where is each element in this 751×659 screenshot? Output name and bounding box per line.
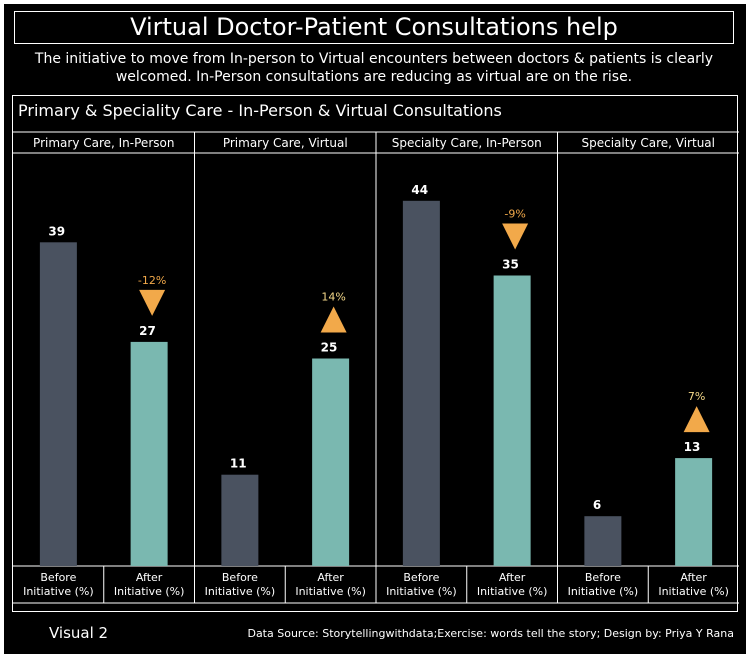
category-label: Before Initiative (%) <box>386 571 457 598</box>
data-label: 11 <box>230 457 247 471</box>
data-label: 39 <box>48 224 65 238</box>
chart-frame: Virtual Doctor-Patient Consultations hel… <box>4 4 746 654</box>
category-label: Before Initiative (%) <box>205 571 276 598</box>
panel-title: Primary & Speciality Care - In-Person & … <box>18 101 502 120</box>
change-up-icon <box>320 306 347 333</box>
change-label: -12% <box>138 274 166 287</box>
panel-label: Specialty Care, Virtual <box>582 136 715 150</box>
bar-before <box>221 474 259 566</box>
panel-label: Primary Care, Virtual <box>223 136 348 150</box>
data-label: 13 <box>684 440 701 454</box>
bar-after <box>312 358 350 566</box>
change-label: 14% <box>321 291 345 304</box>
change-down-icon <box>502 223 529 250</box>
bar-before <box>39 242 77 567</box>
category-label: After Initiative (%) <box>658 571 729 598</box>
category-label: Before Initiative (%) <box>568 571 639 598</box>
data-source-note: Data Source: Storytellingwithdata;Exerci… <box>247 627 734 640</box>
change-down-icon <box>139 289 166 316</box>
bar-before <box>584 516 622 566</box>
panel-label: Specialty Care, In-Person <box>392 136 542 150</box>
bar-after <box>675 458 713 566</box>
category-label: After Initiative (%) <box>477 571 548 598</box>
category-label: After Initiative (%) <box>295 571 366 598</box>
category-label: Before Initiative (%) <box>23 571 94 598</box>
bar-chart: Primary Care, In-Person 39 Before Initiativ… <box>13 131 739 604</box>
visual-label: Visual 2 <box>49 624 109 642</box>
data-label: 6 <box>593 498 601 512</box>
category-label: After Initiative (%) <box>114 571 185 598</box>
page-subtitle: The initiative to move from In-person to… <box>34 51 714 85</box>
bar-before <box>402 200 440 567</box>
data-label: 44 <box>411 183 428 197</box>
chart-panel: Primary & Speciality Care - In-Person & … <box>12 95 739 612</box>
data-label: 35 <box>502 258 519 272</box>
change-label: 7% <box>688 390 705 403</box>
page-title: Virtual Doctor-Patient Consultations hel… <box>14 11 734 44</box>
bar-after <box>130 341 168 566</box>
change-label: -9% <box>504 208 525 221</box>
change-up-icon <box>683 406 710 433</box>
data-label: 25 <box>321 341 338 355</box>
data-label: 27 <box>139 324 156 338</box>
panel-label: Primary Care, In-Person <box>33 136 174 150</box>
bar-after <box>493 275 531 566</box>
